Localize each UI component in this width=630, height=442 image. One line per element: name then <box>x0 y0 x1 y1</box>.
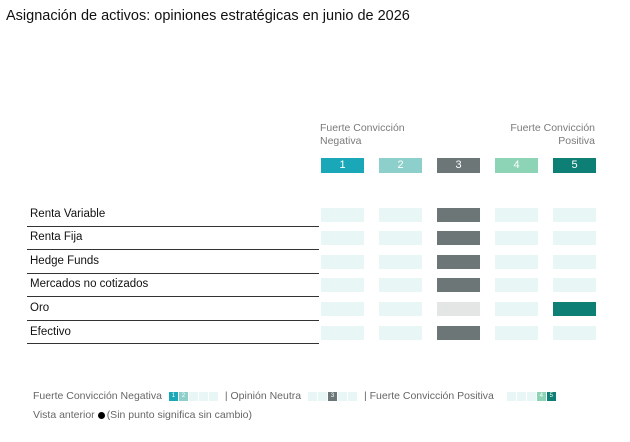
grid-cell-empty <box>495 302 538 316</box>
negative-label-line-1: Fuerte Convicción <box>320 122 405 134</box>
grid-cell-current-view <box>437 278 480 292</box>
legend-box-empty <box>516 391 526 401</box>
grid-cell-empty <box>321 302 364 316</box>
legend-box-empty <box>198 391 208 401</box>
row-label: Renta Variable <box>30 208 106 220</box>
legend-positive-text: | Fuerte Convicción Positiva <box>363 390 494 403</box>
grid-cell-empty <box>379 302 422 316</box>
grid-cell-empty <box>495 208 538 222</box>
legend-negative-text: Fuerte Convicción Negativa <box>33 390 162 403</box>
scale-level-3: 3 <box>437 158 480 173</box>
row-divider <box>27 273 319 274</box>
vista-label: Vista anterior <box>33 409 95 421</box>
scale-level-2: 2 <box>379 158 422 173</box>
grid-cell-empty <box>379 255 422 269</box>
grid-cell-empty <box>495 255 538 269</box>
legend-box-empty <box>318 391 328 401</box>
scale-level-5: 5 <box>553 158 596 173</box>
row-label: Renta Fija <box>30 231 83 243</box>
legend-box-2: 2 <box>178 391 188 401</box>
grid-cell-empty <box>321 231 364 245</box>
legend-box-empty <box>338 391 348 401</box>
legend-box-4: 4 <box>536 391 546 401</box>
grid-cell-empty <box>379 278 422 292</box>
legend-box-empty <box>208 391 218 401</box>
row-divider <box>27 343 319 344</box>
legend-box-5: 5 <box>546 391 556 401</box>
row-divider <box>27 320 319 321</box>
grid-cell-empty <box>495 326 538 340</box>
grid-cell-empty <box>379 208 422 222</box>
grid-cell-empty <box>495 231 538 245</box>
scale-level-4: 4 <box>495 158 538 173</box>
legend-box-empty <box>188 391 198 401</box>
grid-cell-empty <box>553 278 596 292</box>
scale-level-1: 1 <box>321 158 364 173</box>
legend-box-empty <box>506 391 516 401</box>
row-label: Oro <box>30 302 50 314</box>
grid-cell-empty <box>553 326 596 340</box>
positive-label-line-2: Positiva <box>558 135 595 147</box>
prior-view-dot-icon <box>97 411 105 419</box>
grid-cell-empty <box>321 208 364 222</box>
positive-label-line-1: Fuerte Convicción <box>510 122 595 134</box>
grid-cell-empty <box>553 255 596 269</box>
legend-box-1: 1 <box>168 391 178 401</box>
grid-cell-current-view <box>437 255 480 269</box>
grid-cell-empty <box>553 208 596 222</box>
row-label: Efectivo <box>30 326 71 338</box>
row-divider <box>27 249 319 250</box>
grid-cell-empty <box>379 326 422 340</box>
grid-cell-current-view <box>437 326 480 340</box>
row-divider <box>27 296 319 297</box>
row-label: Hedge Funds <box>30 255 100 267</box>
legend-box-empty <box>348 391 358 401</box>
grid-cell-empty <box>321 255 364 269</box>
legend-box-3: 3 <box>328 391 338 401</box>
grid-cell-current-view <box>437 231 480 245</box>
grid-cell-current-view <box>437 208 480 222</box>
row-label: Mercados no cotizados <box>30 278 149 290</box>
grid-cell-empty <box>495 278 538 292</box>
negative-label-line-2: Negativa <box>320 135 362 147</box>
grid-cell-current-view <box>553 302 596 316</box>
legend-box-empty <box>526 391 536 401</box>
positive-conviction-label: Fuerte Convicción Positiva <box>510 122 595 148</box>
grid-cell-empty <box>553 231 596 245</box>
grid-cell-empty <box>321 278 364 292</box>
page-title: Asignación de activos: opiniones estraté… <box>6 8 410 24</box>
row-divider <box>27 226 319 227</box>
negative-conviction-label: Fuerte Convicción Negativa <box>320 122 405 148</box>
grid-cell-prior-view <box>437 302 480 316</box>
vista-note: (Sin punto significa sin cambio) <box>106 409 253 421</box>
grid-cell-empty <box>321 326 364 340</box>
prior-view-note: Vista anterior (Sin punto significa sin c… <box>33 409 252 421</box>
legend-neutral-text: | Opinión Neutra <box>224 390 302 403</box>
grid-cell-empty <box>379 231 422 245</box>
legend-box-empty <box>308 391 318 401</box>
